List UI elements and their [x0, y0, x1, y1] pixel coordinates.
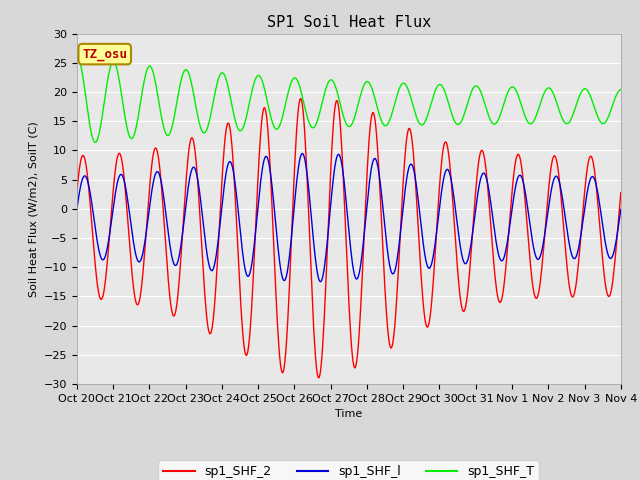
sp1_SHF_T [140, 82, 147, 88]
Line: sp1_SHF_2: sp1_SHF_2 [77, 98, 621, 378]
sp1_SHF_T [195, 117, 202, 123]
sp1_SHF_l [73, 206, 81, 212]
Text: TZ_osu: TZ_osu [82, 48, 127, 60]
sp1_SHF_2 [417, 260, 424, 266]
sp1_SHF_l [194, 178, 202, 183]
sp1_SHF_l [139, 252, 147, 257]
sp1_SHF_2 [73, 190, 81, 195]
sp1_SHF_T [83, 101, 90, 107]
Y-axis label: Soil Heat Flux (W/m2), SoilT (C): Soil Heat Flux (W/m2), SoilT (C) [28, 121, 38, 297]
sp1_SHF_2 [617, 190, 625, 196]
sp1_SHF_l [417, 216, 424, 222]
Line: sp1_SHF_l: sp1_SHF_l [77, 154, 621, 282]
sp1_SHF_l [223, 168, 230, 173]
sp1_SHF_l [317, 279, 324, 285]
sp1_SHF_l [617, 206, 625, 212]
Line: sp1_SHF_T: sp1_SHF_T [77, 57, 621, 143]
sp1_SHF_l [298, 151, 306, 156]
Legend: sp1_SHF_2, sp1_SHF_l, sp1_SHF_T: sp1_SHF_2, sp1_SHF_l, sp1_SHF_T [159, 460, 539, 480]
sp1_SHF_l [83, 175, 90, 181]
X-axis label: Time: Time [335, 409, 362, 419]
sp1_SHF_2 [223, 124, 230, 130]
sp1_SHF_2 [139, 273, 147, 279]
sp1_SHF_T [617, 87, 625, 93]
sp1_SHF_T [73, 54, 81, 60]
sp1_SHF_T [431, 87, 439, 93]
Title: SP1 Soil Heat Flux: SP1 Soil Heat Flux [267, 15, 431, 30]
sp1_SHF_T [223, 81, 231, 87]
sp1_SHF_2 [297, 96, 305, 101]
sp1_SHF_2 [433, 234, 440, 240]
sp1_SHF_l [433, 233, 440, 239]
sp1_SHF_2 [315, 375, 323, 381]
sp1_SHF_T [91, 140, 99, 145]
sp1_SHF_2 [83, 166, 90, 172]
sp1_SHF_2 [194, 181, 202, 187]
sp1_SHF_T [416, 121, 424, 127]
